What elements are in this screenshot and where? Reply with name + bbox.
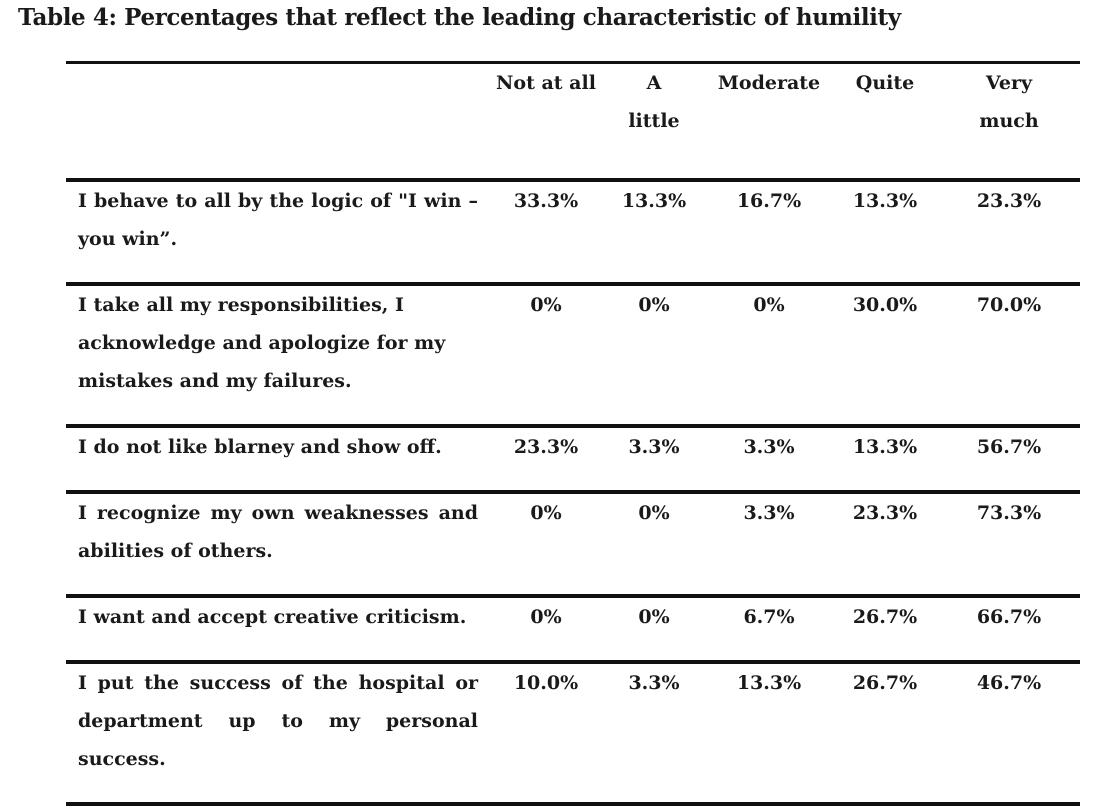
table-row: I put the success of the hospital or dep… [66,662,1080,804]
header-not-at-all: Not at all [496,72,596,94]
cell-not-at-all: 0% [530,502,562,524]
cell-not-at-all: 0% [530,606,562,628]
cell-moderate: 0% [753,294,785,316]
header-quite: Quite [855,72,915,94]
cell-quite: 30.0% [852,294,918,316]
cell-very-much: 70.0% [976,294,1042,316]
cell-not-at-all: 10.0% [513,672,579,694]
cell-not-at-all: 0% [530,294,562,316]
cell-quite: 23.3% [852,502,918,524]
cell-very-much: 73.3% [976,502,1042,524]
row-label: I want and accept creative criticism. [78,606,467,628]
header-a-little: A little [602,63,706,181]
cell-a-little: 3.3% [628,436,680,458]
cell-moderate: 6.7% [743,606,795,628]
cell-quite: 13.3% [852,436,918,458]
header-empty [66,63,490,181]
table-caption: Table 4: Percentages that reflect the le… [18,4,901,31]
cell-moderate: 16.7% [736,190,802,212]
cell-a-little: 0% [638,606,670,628]
cell-very-much: 46.7% [976,672,1042,694]
table-row: I behave to all by the logic of "I win –… [66,180,1080,284]
header-moderate: Moderate [717,72,821,94]
cell-not-at-all: 23.3% [513,436,579,458]
table-row: I want and accept creative criticism. 0%… [66,596,1080,662]
header-row: Not at all A little Moderate Quite Very … [66,62,1080,181]
humility-table-container: Not at all A little Moderate Quite Very … [66,61,1080,806]
row-label: I behave to all by the logic of "I win –… [78,190,478,250]
header-very-much: Very much [938,63,1080,181]
table-row: I take all my responsibilities, I acknow… [66,284,1080,426]
row-label: I recognize my own weaknesses and abilit… [78,502,478,562]
cell-moderate: 3.3% [743,436,795,458]
cell-moderate: 3.3% [743,502,795,524]
cell-moderate: 13.3% [736,672,802,694]
row-label: I take all my responsibilities, I acknow… [78,294,446,392]
cell-very-much: 23.3% [976,190,1042,212]
cell-a-little: 0% [638,294,670,316]
cell-very-much: 66.7% [976,606,1042,628]
cell-a-little: 3.3% [628,672,680,694]
table-row: I do not like blarney and show off. 23.3… [66,426,1080,492]
cell-quite: 26.7% [852,672,918,694]
row-label: I do not like blarney and show off. [78,436,442,458]
cell-quite: 26.7% [852,606,918,628]
humility-table: Not at all A little Moderate Quite Very … [66,61,1080,806]
cell-quite: 13.3% [852,190,918,212]
cell-very-much: 56.7% [976,436,1042,458]
header-very-much-text: Very much [979,72,1039,132]
row-label: I put the success of the hospital or dep… [78,672,478,770]
header-a-little-text: A little [628,72,680,132]
cell-a-little: 13.3% [621,190,687,212]
cell-a-little: 0% [638,502,670,524]
cell-not-at-all: 33.3% [513,190,579,212]
table-row: I recognize my own weaknesses and abilit… [66,492,1080,596]
